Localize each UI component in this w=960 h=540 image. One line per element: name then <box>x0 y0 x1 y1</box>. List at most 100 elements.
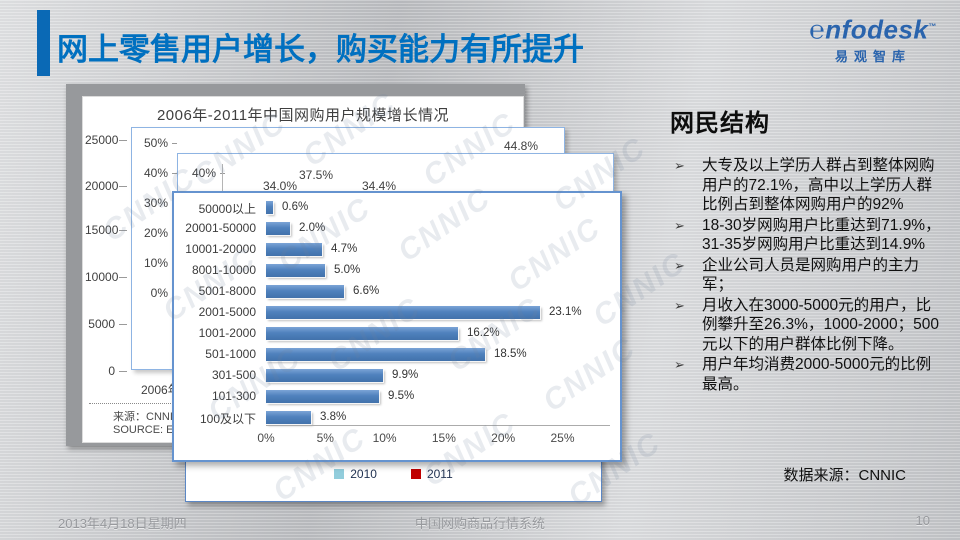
sidebar-data-source: 数据来源：CNNIC <box>783 467 907 484</box>
bar <box>266 306 540 319</box>
y-tick-label: 10000 <box>85 270 119 284</box>
bar-value-label: 9.5% <box>388 390 415 402</box>
y-tick-row: 0 <box>85 364 127 378</box>
sidebar-bullet: ➢ 企业公司人员是网购用户的主力军； <box>668 256 942 295</box>
y-tick-label: 40% <box>143 166 168 180</box>
y-tick-mark <box>119 323 127 325</box>
brand-logo: ℮nfodesk™ 易观智库 <box>798 12 948 65</box>
bar-category-label: 20001-50000 <box>185 221 256 235</box>
bar-category-label: 8001-10000 <box>191 263 256 277</box>
x-tick-label: 10% <box>372 431 397 445</box>
y-tick-mark <box>119 185 127 187</box>
brand-logo-wordmark: ℮nfodesk™ <box>809 14 937 45</box>
sidebar-bullet-list: ➢ 大专及以上学历人群占到整体网购用户的72.1%，高中以上学历人群比例占到整体网… <box>668 156 942 395</box>
sidebar-bullet: ➢ 月收入在3000-5000元的用户，比例攀升至26.3%，1000-2000；… <box>668 296 942 355</box>
brand-logo-script-e: ℮ <box>809 14 826 45</box>
page-title: 网上零售用户增长，购买能力有所提升 <box>57 32 584 67</box>
bar <box>266 264 325 277</box>
x-tick-label: 5% <box>316 431 334 445</box>
y-tick-mark <box>119 370 127 372</box>
bar-category-label: 501-1000 <box>205 347 256 361</box>
bullet-arrow-icon: ➢ <box>674 158 685 173</box>
legend-label: 2011 <box>426 467 453 481</box>
bar <box>266 285 344 298</box>
y-tick-label: 30% <box>143 196 168 210</box>
brand-logo-subtitle: 易观智库 <box>834 48 911 64</box>
y-tick-mark <box>119 229 127 231</box>
x-tick-label: 0% <box>257 431 275 445</box>
rate-data-label: 34.0% <box>262 179 298 193</box>
x-tick-2006: 2006年 <box>141 383 180 397</box>
sidebar-heading: 网民结构 <box>670 110 770 137</box>
x-tick-label: 20% <box>491 431 516 445</box>
trademark-symbol: ™ <box>928 22 937 31</box>
bar <box>266 327 458 340</box>
bar-value-label: 16.2% <box>467 327 500 339</box>
source-line-en: SOURCE: Enf <box>113 424 183 436</box>
y-tick-row: 15000 <box>85 223 127 237</box>
bar-category-label: 100及以下 <box>199 412 256 426</box>
bullet-arrow-icon: ➢ <box>674 217 685 233</box>
bar-value-label: 3.8% <box>320 411 347 423</box>
x-tick-label: 15% <box>431 431 456 445</box>
bullet-text: 企业公司人员是网购用户的主力军； <box>702 256 920 294</box>
bullet-arrow-icon: ➢ <box>674 297 685 313</box>
y-tick-mark <box>119 139 127 141</box>
bar <box>266 348 485 361</box>
y-tick-row: 50% <box>138 136 177 150</box>
bar-value-label: 9.9% <box>392 369 419 381</box>
footer-system-name: 中国网购商品行情系统 <box>414 516 546 531</box>
bar <box>266 201 273 214</box>
legend-item: 2011 <box>410 467 453 481</box>
y-axis-stub <box>222 164 223 191</box>
x-tick-label: 25% <box>550 431 575 445</box>
y-tick-mark <box>172 172 177 174</box>
legend-item: 2010 <box>334 467 377 481</box>
sidebar-bullet: ➢ 18-30岁网购用户比重达到71.9%，31-35岁网购用户比重达到14.9% <box>668 216 942 255</box>
bar-category-label: 5001-8000 <box>198 284 256 298</box>
y-tick-row: 40% <box>138 166 177 180</box>
y-tick-row: 20000 <box>85 179 127 193</box>
bullet-text: 月收入在3000-5000元的用户，比例攀升至26.3%，1000-2000；5… <box>702 296 939 353</box>
bar <box>266 243 322 256</box>
sidebar-bullet: ➢ 用户年均消费2000-5000元的比例最高。 <box>668 355 942 394</box>
y-tick-row: 25000 <box>85 133 127 147</box>
bullet-arrow-icon: ➢ <box>674 257 685 273</box>
bar <box>266 390 379 403</box>
bar-value-label: 2.0% <box>299 222 326 234</box>
bar-value-label: 5.0% <box>334 264 361 276</box>
y-tick-row: 10000 <box>85 270 127 284</box>
footer-date: 2013年4月18日星期四 <box>58 516 187 531</box>
y-tick-label: 0% <box>150 286 168 300</box>
bullet-text: 用户年均消费2000-5000元的比例最高。 <box>702 356 932 393</box>
y-tick-row: 5000 <box>85 317 127 331</box>
bar <box>266 222 290 235</box>
y-tick-label: 25000 <box>85 133 119 147</box>
legend-swatch <box>334 469 345 479</box>
bar-value-label: 18.5% <box>494 348 527 360</box>
y-tick-label: 20% <box>143 226 168 240</box>
bullet-text: 大专及以上学历人群占到整体网购用户的72.1%，高中以上学历人群比例占到整体网购… <box>702 157 935 213</box>
bullet-arrow-icon: ➢ <box>674 357 685 372</box>
chart-title: 2006年-2011年中国网购用户规模增长情况 <box>156 107 450 124</box>
bar-category-label: 10001-20000 <box>185 242 256 256</box>
y-tick-label: 0 <box>108 364 115 378</box>
bar <box>266 411 311 424</box>
bar-value-label: 6.6% <box>353 285 380 297</box>
bar-category-label: 50000以上 <box>198 202 256 216</box>
bullet-text: 18-30岁网购用户比重达到71.9%，31-35岁网购用户比重达到14.9% <box>702 216 941 254</box>
bar-category-label: 301-500 <box>211 368 256 382</box>
y-tick-label: 20000 <box>85 179 119 193</box>
chart-panel-income-bars: 50000以上 0.6% 20001-50000 2.0% 10001-20000 4.7… <box>172 191 622 462</box>
y-tick-mark <box>172 142 177 144</box>
y-tick-40: 40% <box>191 166 216 180</box>
y-tick-label: 50% <box>143 136 168 150</box>
bar-category-label: 101-300 <box>211 389 256 403</box>
legend-swatch <box>410 469 421 479</box>
bar-category-label: 1001-2000 <box>198 326 256 340</box>
bar-value-label: 4.7% <box>331 243 358 255</box>
y-tick-label: 10% <box>143 256 168 270</box>
rate-data-label: 34.4% <box>361 179 397 193</box>
y-tick-mark <box>119 276 127 278</box>
